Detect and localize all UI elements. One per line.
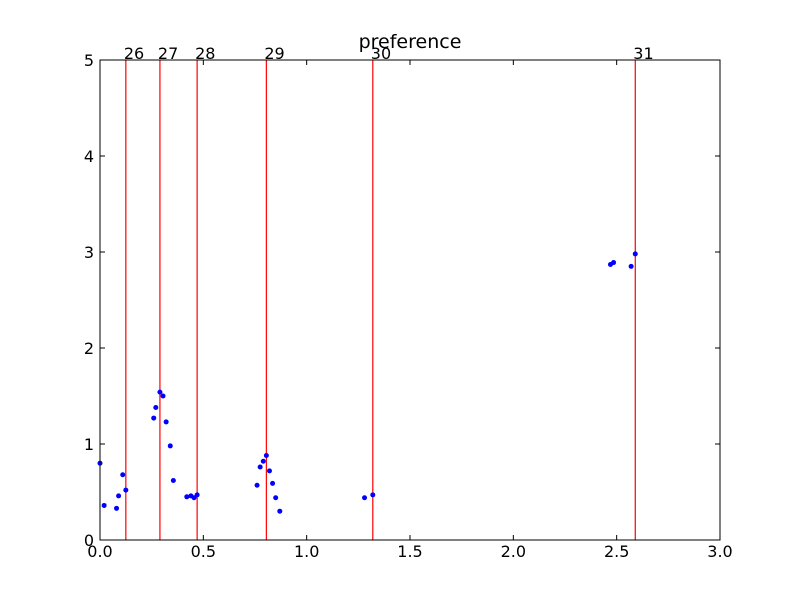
- data-point: [277, 508, 283, 514]
- chart-title: preference: [359, 31, 462, 53]
- x-tick-label: 3.0: [707, 542, 732, 561]
- data-point: [260, 458, 266, 464]
- data-point: [194, 492, 200, 498]
- data-point: [170, 477, 176, 483]
- tick-labels: 0.0 0.5 1.0 1.5 2.0 2.5 3.0 0 1 2 3 4 5: [84, 51, 733, 561]
- data-point: [611, 260, 617, 266]
- data-point: [254, 482, 260, 488]
- data-point: [160, 393, 166, 399]
- data-point: [632, 251, 638, 257]
- x-tick-label: 0.5: [191, 542, 216, 561]
- data-point: [273, 495, 279, 501]
- data-point: [116, 493, 122, 499]
- x-tick-label: 1.0: [294, 542, 319, 561]
- data-point: [157, 389, 163, 395]
- data-point: [370, 492, 376, 498]
- data-point: [263, 453, 269, 459]
- data-point: [123, 487, 129, 493]
- data-point: [151, 415, 157, 421]
- plot-area-frame: [99, 59, 721, 541]
- marker-label-28: 28: [195, 44, 215, 63]
- data-point: [114, 505, 120, 511]
- data-point: [184, 494, 190, 500]
- marker-label-26: 26: [124, 44, 144, 63]
- marker-label-29: 29: [264, 44, 284, 63]
- marker-label-27: 27: [158, 44, 178, 63]
- x-tick-label: 0.0: [87, 542, 112, 561]
- marker-label-31: 31: [633, 44, 653, 63]
- data-point: [362, 495, 368, 501]
- x-tick-label: 2.0: [501, 542, 526, 561]
- x-tick-label: 2.5: [604, 542, 629, 561]
- x-tick-label: 1.5: [397, 542, 422, 561]
- y-tick-label: 3: [84, 243, 94, 262]
- marker-label-30: 30: [371, 44, 391, 63]
- vertical-markers: 26 27 28 29 30 31: [124, 44, 654, 540]
- data-point: [101, 502, 107, 508]
- data-point: [163, 419, 169, 425]
- y-tick-label: 0: [84, 531, 94, 550]
- data-point: [266, 468, 272, 474]
- y-tick-label: 5: [84, 51, 94, 70]
- data-point: [167, 443, 173, 449]
- y-tick-label: 4: [84, 147, 94, 166]
- data-point: [270, 480, 276, 486]
- y-tick-label: 2: [84, 339, 94, 358]
- scatter-points: [97, 251, 638, 514]
- data-point: [153, 405, 159, 411]
- data-point: [257, 464, 263, 470]
- y-tick-label: 1: [84, 435, 94, 454]
- data-point: [628, 263, 634, 269]
- data-point: [120, 472, 126, 478]
